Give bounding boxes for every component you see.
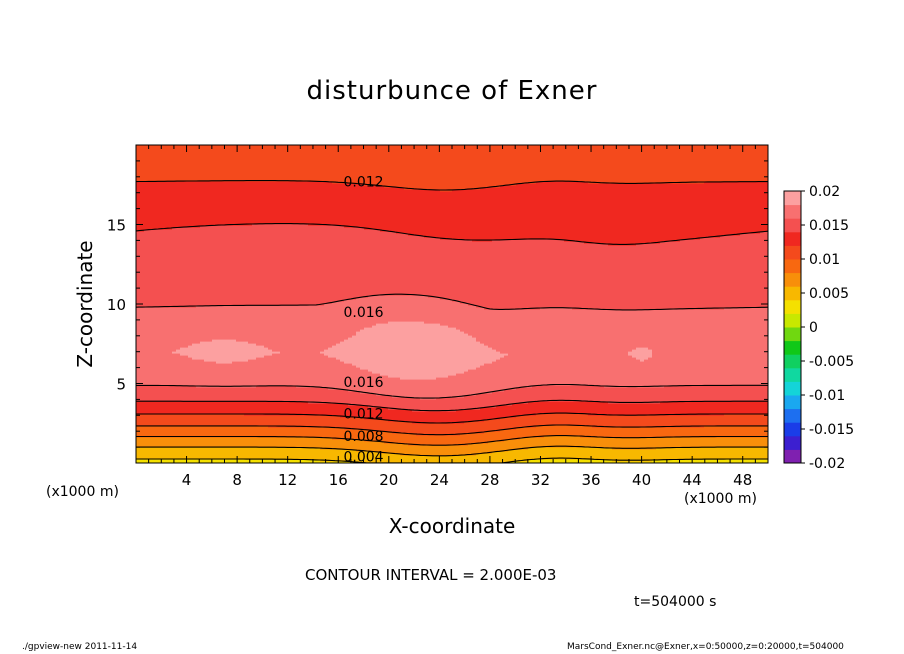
contour-fill-layer [136, 145, 769, 464]
